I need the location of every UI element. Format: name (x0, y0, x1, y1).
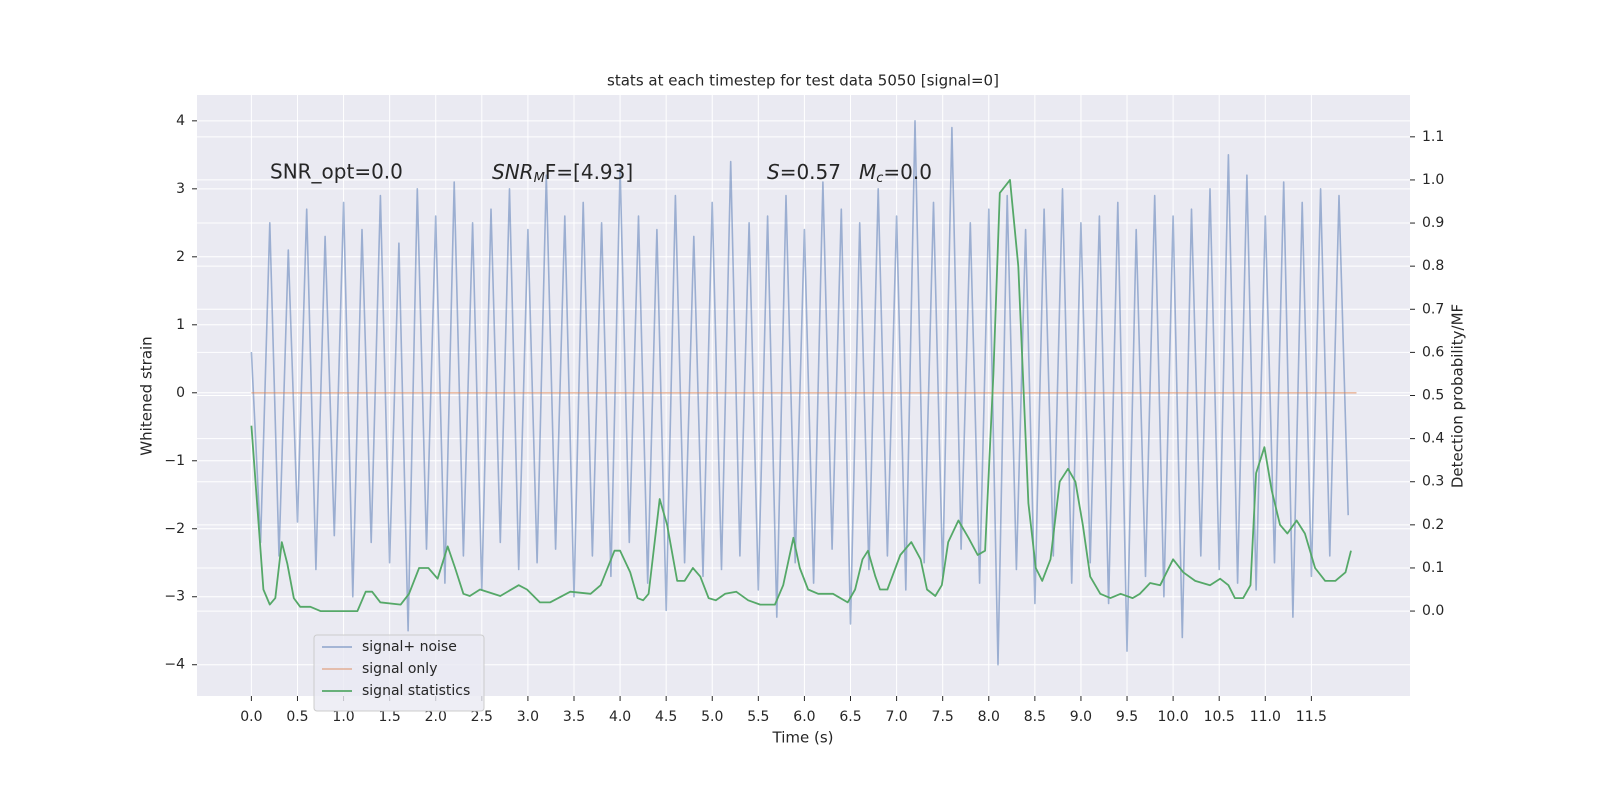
legend-box (313, 634, 485, 712)
legend-label: signal statistics (362, 683, 470, 699)
x-tick-label: 4.5 (655, 709, 677, 725)
x-tick-label: 2.5 (471, 709, 493, 725)
x-axis-label: Time (s) (772, 729, 834, 747)
y2-tick-label: 0.5 (1422, 388, 1444, 404)
y-tick-label: −2 (164, 521, 185, 537)
y-tick-label: −3 (164, 589, 185, 605)
x-tick-label: 0.0 (240, 709, 262, 725)
annotation: SNR_opt=0.0 (270, 160, 403, 184)
annotation-part: S (767, 160, 780, 184)
x-tick-label: 11.5 (1296, 709, 1327, 725)
legend-label: signal+ noise (362, 639, 457, 655)
chart-title: stats at each timestep for test data 505… (607, 72, 999, 90)
y-tick-label: 2 (176, 249, 185, 265)
annotation-part: c (876, 171, 883, 186)
y2-axis-label: Detection probability/MF (1449, 304, 1467, 488)
annotation-part: =0.0 (883, 160, 932, 184)
y2-tick-label: 0.9 (1422, 215, 1444, 231)
x-tick-label: 7.5 (932, 709, 954, 725)
y2-tick-label: 1.1 (1422, 129, 1444, 145)
axes: 0.0 0.5 1.0 1.5 2.0 2.5 3.0 3.5 4.0 4.5 5.0 5.5 6.0 6… (164, 113, 1444, 725)
y2-tick-label: 1.0 (1422, 172, 1444, 188)
y2-tick-label: 0.1 (1422, 560, 1444, 576)
y-tick-label: −1 (164, 453, 185, 469)
annotation: Mc=0.0 (859, 160, 932, 186)
x-tick-label: 6.5 (839, 709, 861, 725)
y2-tick-label: 0.7 (1422, 301, 1444, 317)
y-tick-label: 0 (176, 385, 185, 401)
x-tick-label: 4.0 (609, 709, 631, 725)
x-tick-label: 1.0 (332, 709, 354, 725)
x-tick-label: 5.0 (701, 709, 723, 725)
x-tick-label: 10.5 (1204, 709, 1235, 725)
x-tick-label: 2.0 (425, 709, 447, 725)
y-tick-label: 4 (176, 113, 185, 129)
y2-tick-label: 0.0 (1422, 603, 1444, 619)
lines (250, 120, 1357, 666)
legend: signal+ noise signal only signal statistic… (313, 634, 485, 712)
series-line (250, 120, 1349, 666)
y2-tick-label: 0.8 (1422, 258, 1444, 274)
x-tick-label: 11.0 (1250, 709, 1281, 725)
y-axis-label: Whitened strain (138, 336, 156, 455)
series-line (250, 178, 1352, 612)
x-tick-label: 8.0 (978, 709, 1000, 725)
x-tick-label: 6.0 (793, 709, 815, 725)
x-tick-label: 9.0 (1070, 709, 1092, 725)
x-tick-label: 5.5 (747, 709, 769, 725)
annotation-part: M (859, 160, 876, 184)
y-tick-label: 1 (176, 317, 185, 333)
x-tick-label: 9.5 (1116, 709, 1138, 725)
annotation-part: M (534, 171, 545, 186)
y-tick-label: 3 (176, 181, 185, 197)
annotation: SNRMF=[4.93] (492, 160, 633, 186)
annotation-part: =0.57 (780, 160, 841, 184)
y2-tick-label: 0.4 (1422, 431, 1444, 447)
y2-tick-label: 0.2 (1422, 517, 1444, 533)
x-tick-label: 8.5 (1024, 709, 1046, 725)
x-tick-label: 0.5 (286, 709, 308, 725)
y2-tick-label: 0.6 (1422, 344, 1444, 360)
x-tick-label: 3.5 (563, 709, 585, 725)
x-tick-label: 7.0 (885, 709, 907, 725)
annotation-part: F=[4.93] (545, 160, 633, 184)
annotation-part: SNR (492, 160, 534, 184)
annotation: S=0.57 (767, 160, 841, 184)
x-tick-label: 3.0 (517, 709, 539, 725)
x-tick-label: 1.5 (379, 709, 401, 725)
x-tick-label: 10.0 (1158, 709, 1189, 725)
y2-tick-label: 0.3 (1422, 474, 1444, 490)
legend-label: signal only (362, 661, 437, 677)
y-tick-label: −4 (164, 657, 185, 673)
